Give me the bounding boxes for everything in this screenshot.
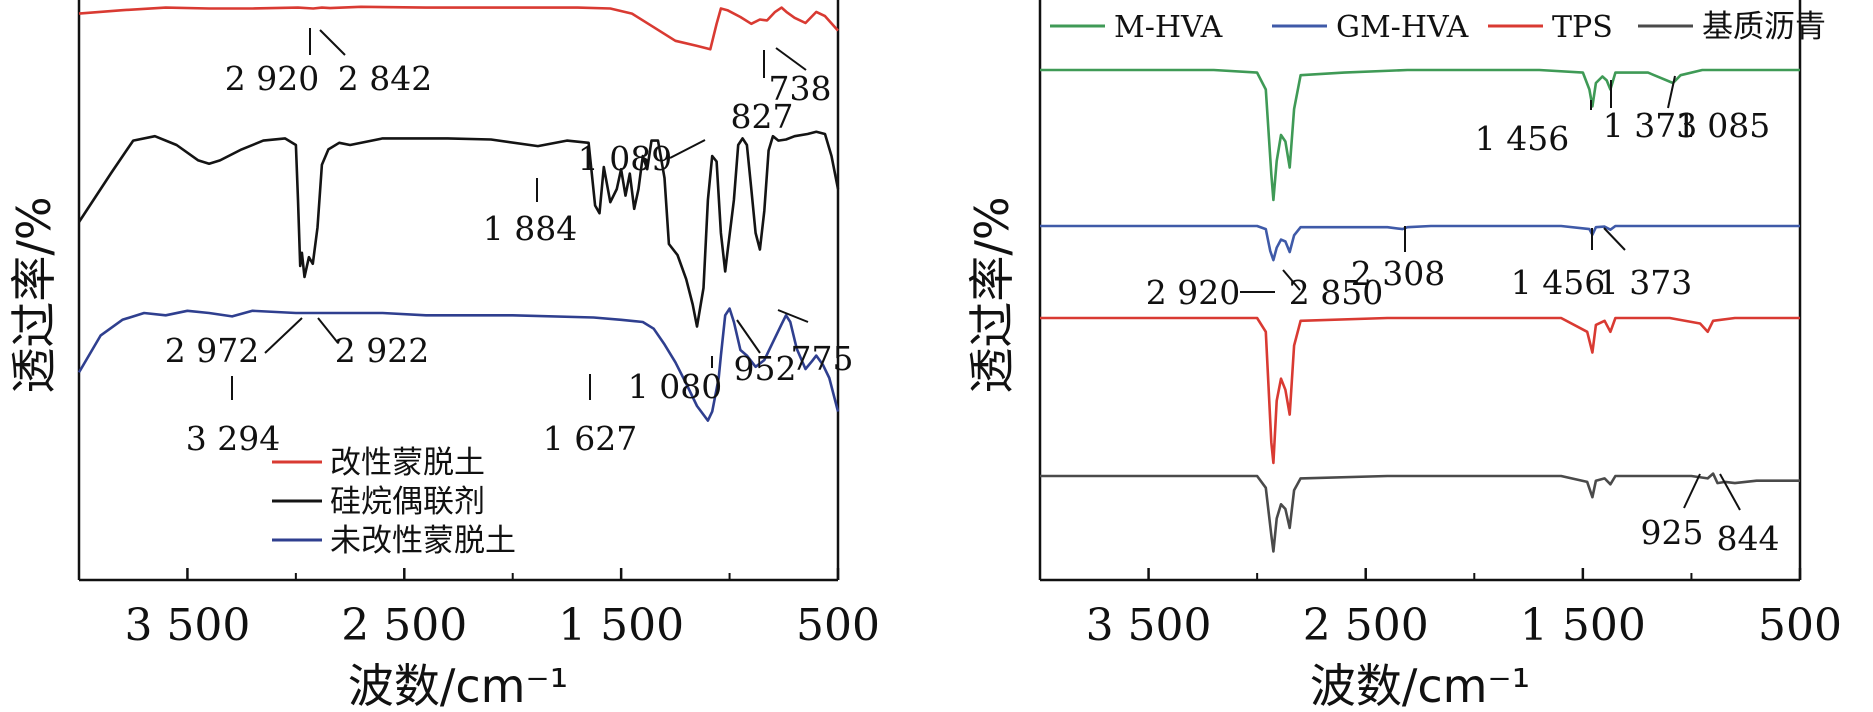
right-x-tick-labels: 3 500 2 500 1 500 500 (1086, 600, 1842, 651)
series-line-right-0 (1040, 68, 1800, 202)
legend-label: 硅烷偶联剂 (330, 484, 485, 520)
peak-label: 952 (734, 349, 797, 388)
peak-label: 1 080 (628, 367, 722, 406)
peak-label: 1 456 (1511, 263, 1605, 302)
left-x-ticks (78, 568, 840, 580)
left-panel: 3 500 2 500 1 500 500 波数/cm⁻¹ 透过率/% (7, 0, 880, 712)
left-series-group (77, 5, 840, 422)
peak-label: 2 842 (338, 59, 432, 98)
left-x-axis-title: 波数/cm⁻¹ (348, 659, 568, 712)
x-tick-label: 2 500 (1303, 600, 1429, 651)
peak-label: 2 850 (1289, 273, 1383, 312)
annotation-leader (736, 319, 761, 354)
x-tick-label: 3 500 (124, 600, 250, 651)
x-tick-label: 1 500 (558, 600, 684, 651)
peak-label: 1 085 (1676, 106, 1770, 145)
peak-label: 1 627 (543, 419, 637, 458)
annotation-leader (777, 309, 809, 323)
peak-label: 2 972 (165, 331, 259, 370)
right-x-axis-title: 波数/cm⁻¹ (1310, 659, 1530, 712)
x-tick-label: 2 500 (341, 600, 467, 651)
legend-label: GM-HVA (1336, 10, 1469, 45)
peak-label: 2 920 (1146, 273, 1240, 312)
x-tick-label: 3 500 (1086, 600, 1212, 651)
series-line-right-2 (1040, 316, 1800, 465)
annotation-leader (1719, 473, 1741, 511)
right-panel: 3 500 2 500 1 500 500 波数/cm⁻¹ 透过率/% (965, 0, 1842, 712)
peak-label: 1 456 (1475, 119, 1569, 158)
right-series-group (1040, 68, 1800, 553)
peak-label: 827 (731, 97, 794, 136)
peak-label: 738 (769, 69, 832, 108)
peak-label: 925 (1641, 513, 1704, 552)
x-tick-label: 1 500 (1520, 600, 1646, 651)
peak-label: 1 373 (1603, 106, 1697, 145)
series-line-left-1 (77, 130, 840, 328)
annotation-leader (669, 139, 706, 159)
annotation-leader (1282, 269, 1301, 291)
annotation-leader (317, 317, 339, 344)
legend-label: M-HVA (1114, 10, 1223, 45)
peak-label: 1 884 (483, 209, 577, 248)
legend-label: 未改性蒙脱土 (330, 523, 516, 559)
peak-label: 2 308 (1351, 254, 1445, 293)
right-y-axis-title: 透过率/% (965, 196, 1019, 393)
peak-label: 2 922 (335, 331, 429, 370)
series-line-right-1 (1040, 224, 1800, 262)
peak-label: 1 373 (1598, 263, 1692, 302)
annotation-leader (1683, 473, 1701, 509)
left-y-axis-title: 透过率/% (7, 196, 61, 393)
peak-label: 3 294 (186, 419, 280, 458)
annotation-leader (775, 47, 807, 71)
series-line-left-0 (78, 5, 839, 51)
x-tick-label: 500 (796, 600, 880, 651)
legend-label: 改性蒙脱土 (330, 445, 485, 481)
peak-label: 2 920 (225, 59, 319, 98)
right-x-ticks (1039, 568, 1802, 580)
annotation-leader (319, 29, 346, 56)
annotation-leader (264, 317, 303, 354)
series-line-right-3 (1040, 472, 1800, 553)
peak-label: 775 (791, 339, 854, 378)
peak-label: 1 089 (578, 139, 672, 178)
peak-label: 844 (1717, 519, 1780, 558)
x-tick-label: 500 (1758, 600, 1842, 651)
series-line-left-2 (77, 307, 840, 422)
left-x-tick-labels: 3 500 2 500 1 500 500 (124, 600, 880, 651)
legend-label: TPS (1552, 10, 1613, 45)
annotation-leader (1603, 227, 1626, 251)
annotation-leader (1667, 75, 1676, 109)
legend-label: 基质沥青 (1702, 9, 1826, 45)
